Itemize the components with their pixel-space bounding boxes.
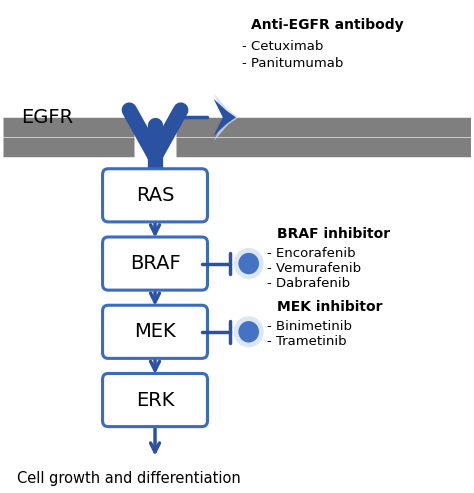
Polygon shape: [214, 93, 238, 141]
Text: - Panitumumab: - Panitumumab: [242, 57, 343, 70]
Polygon shape: [214, 99, 236, 136]
Text: ERK: ERK: [136, 390, 174, 410]
Circle shape: [234, 248, 264, 279]
Text: Cell growth and differentiation: Cell growth and differentiation: [17, 470, 241, 486]
Text: - Trametinib: - Trametinib: [267, 335, 347, 348]
Circle shape: [234, 316, 264, 348]
Text: BRAF: BRAF: [130, 254, 181, 273]
Text: RAS: RAS: [136, 186, 174, 205]
Circle shape: [238, 321, 259, 343]
Text: - Vemurafenib: - Vemurafenib: [267, 262, 362, 275]
Circle shape: [238, 253, 259, 274]
Text: MEK: MEK: [134, 322, 176, 341]
Text: MEK inhibitor: MEK inhibitor: [277, 300, 383, 315]
FancyBboxPatch shape: [102, 374, 208, 426]
Text: - Encorafenib: - Encorafenib: [267, 247, 356, 260]
FancyBboxPatch shape: [102, 169, 208, 222]
Text: EGFR: EGFR: [21, 108, 73, 127]
Text: Anti-EGFR antibody: Anti-EGFR antibody: [251, 18, 404, 32]
FancyBboxPatch shape: [102, 237, 208, 290]
Text: - Cetuximab: - Cetuximab: [242, 40, 323, 53]
Text: - Binimetinib: - Binimetinib: [267, 320, 353, 333]
Text: BRAF inhibitor: BRAF inhibitor: [277, 227, 390, 241]
Text: - Dabrafenib: - Dabrafenib: [267, 277, 351, 289]
FancyBboxPatch shape: [102, 305, 208, 358]
